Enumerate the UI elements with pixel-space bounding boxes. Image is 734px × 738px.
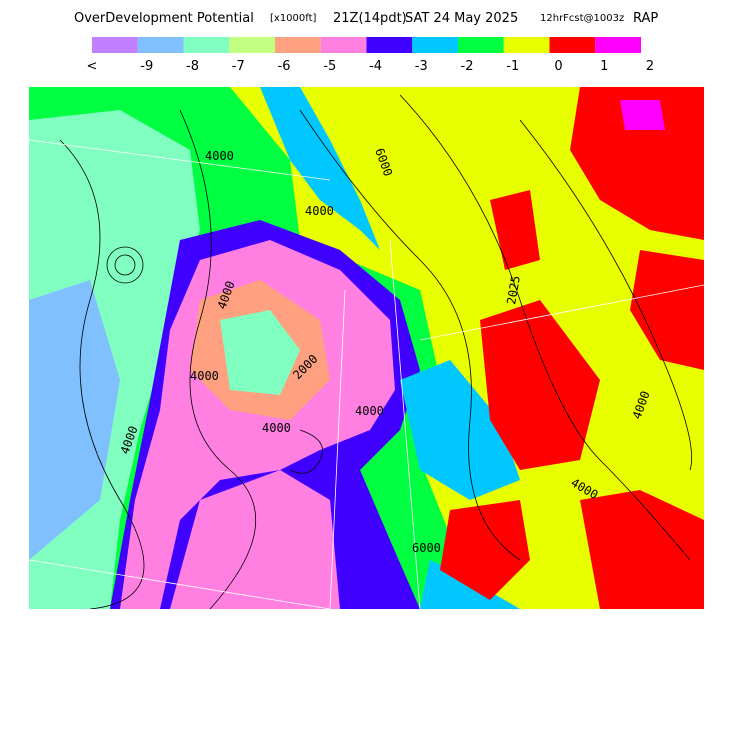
contour-label: 4000	[355, 404, 384, 418]
legend-label: <	[87, 59, 98, 74]
contour-label: 6000	[412, 541, 441, 555]
region	[480, 300, 600, 470]
title: OverDevelopment Potential	[74, 11, 254, 26]
legend-label: -6	[278, 59, 291, 74]
region	[120, 240, 395, 609]
contours	[59, 94, 693, 609]
forecast: 12hrFcst@1003z	[540, 13, 624, 24]
contour-label: 4000	[262, 421, 291, 435]
title-row: OverDevelopment Potential [x1000ft] 21Z(…	[74, 11, 658, 26]
contour-label: 4000	[205, 149, 234, 163]
legend-label: -5	[323, 59, 336, 74]
legend-swatch	[549, 37, 596, 53]
borders	[29, 139, 704, 609]
region	[29, 280, 120, 560]
contour-label: 4000	[305, 204, 334, 218]
region	[620, 100, 665, 130]
legend-label: 1	[600, 59, 608, 74]
legend-swatch	[137, 37, 184, 53]
legend-label: -9	[140, 59, 153, 74]
legend-label: -7	[232, 59, 245, 74]
legend-swatch	[503, 37, 550, 53]
region	[630, 250, 704, 370]
legend-label: 2	[646, 59, 654, 74]
legend-label: -8	[186, 59, 199, 74]
legend-swatch	[92, 37, 138, 53]
region	[170, 470, 340, 609]
legend-swatch	[595, 37, 641, 53]
map: 4000 6000 4000 4000 4000 2000 4000 4000 …	[29, 87, 704, 609]
contour-label: 2025	[504, 275, 523, 306]
region	[260, 87, 380, 250]
legend-swatch	[275, 37, 321, 53]
region	[580, 490, 704, 609]
legend: < -9 -8 -7 -6 -5 -4 -3 -2 -1 0 1 2	[87, 37, 654, 74]
valid-time: 21Z(14pdt)	[333, 11, 407, 26]
legend-label: -2	[461, 59, 474, 74]
region	[220, 310, 300, 395]
region	[400, 360, 520, 500]
legend-swatch	[458, 37, 504, 53]
legend-swatch	[412, 37, 458, 53]
region	[440, 500, 530, 600]
legend-swatch	[229, 37, 275, 53]
legend-swatch	[183, 37, 230, 53]
legend-label: -1	[506, 59, 519, 74]
region	[570, 87, 704, 240]
legend-swatch	[366, 37, 413, 53]
legend-label: 0	[554, 59, 562, 74]
model: RAP	[633, 11, 658, 26]
date: SAT 24 May 2025	[405, 11, 518, 26]
legend-swatch	[320, 37, 367, 53]
legend-label: -3	[415, 59, 428, 74]
units: [x1000ft]	[270, 13, 317, 24]
legend-label: -4	[369, 59, 382, 74]
contour-label: 4000	[190, 369, 219, 383]
region	[490, 190, 540, 270]
